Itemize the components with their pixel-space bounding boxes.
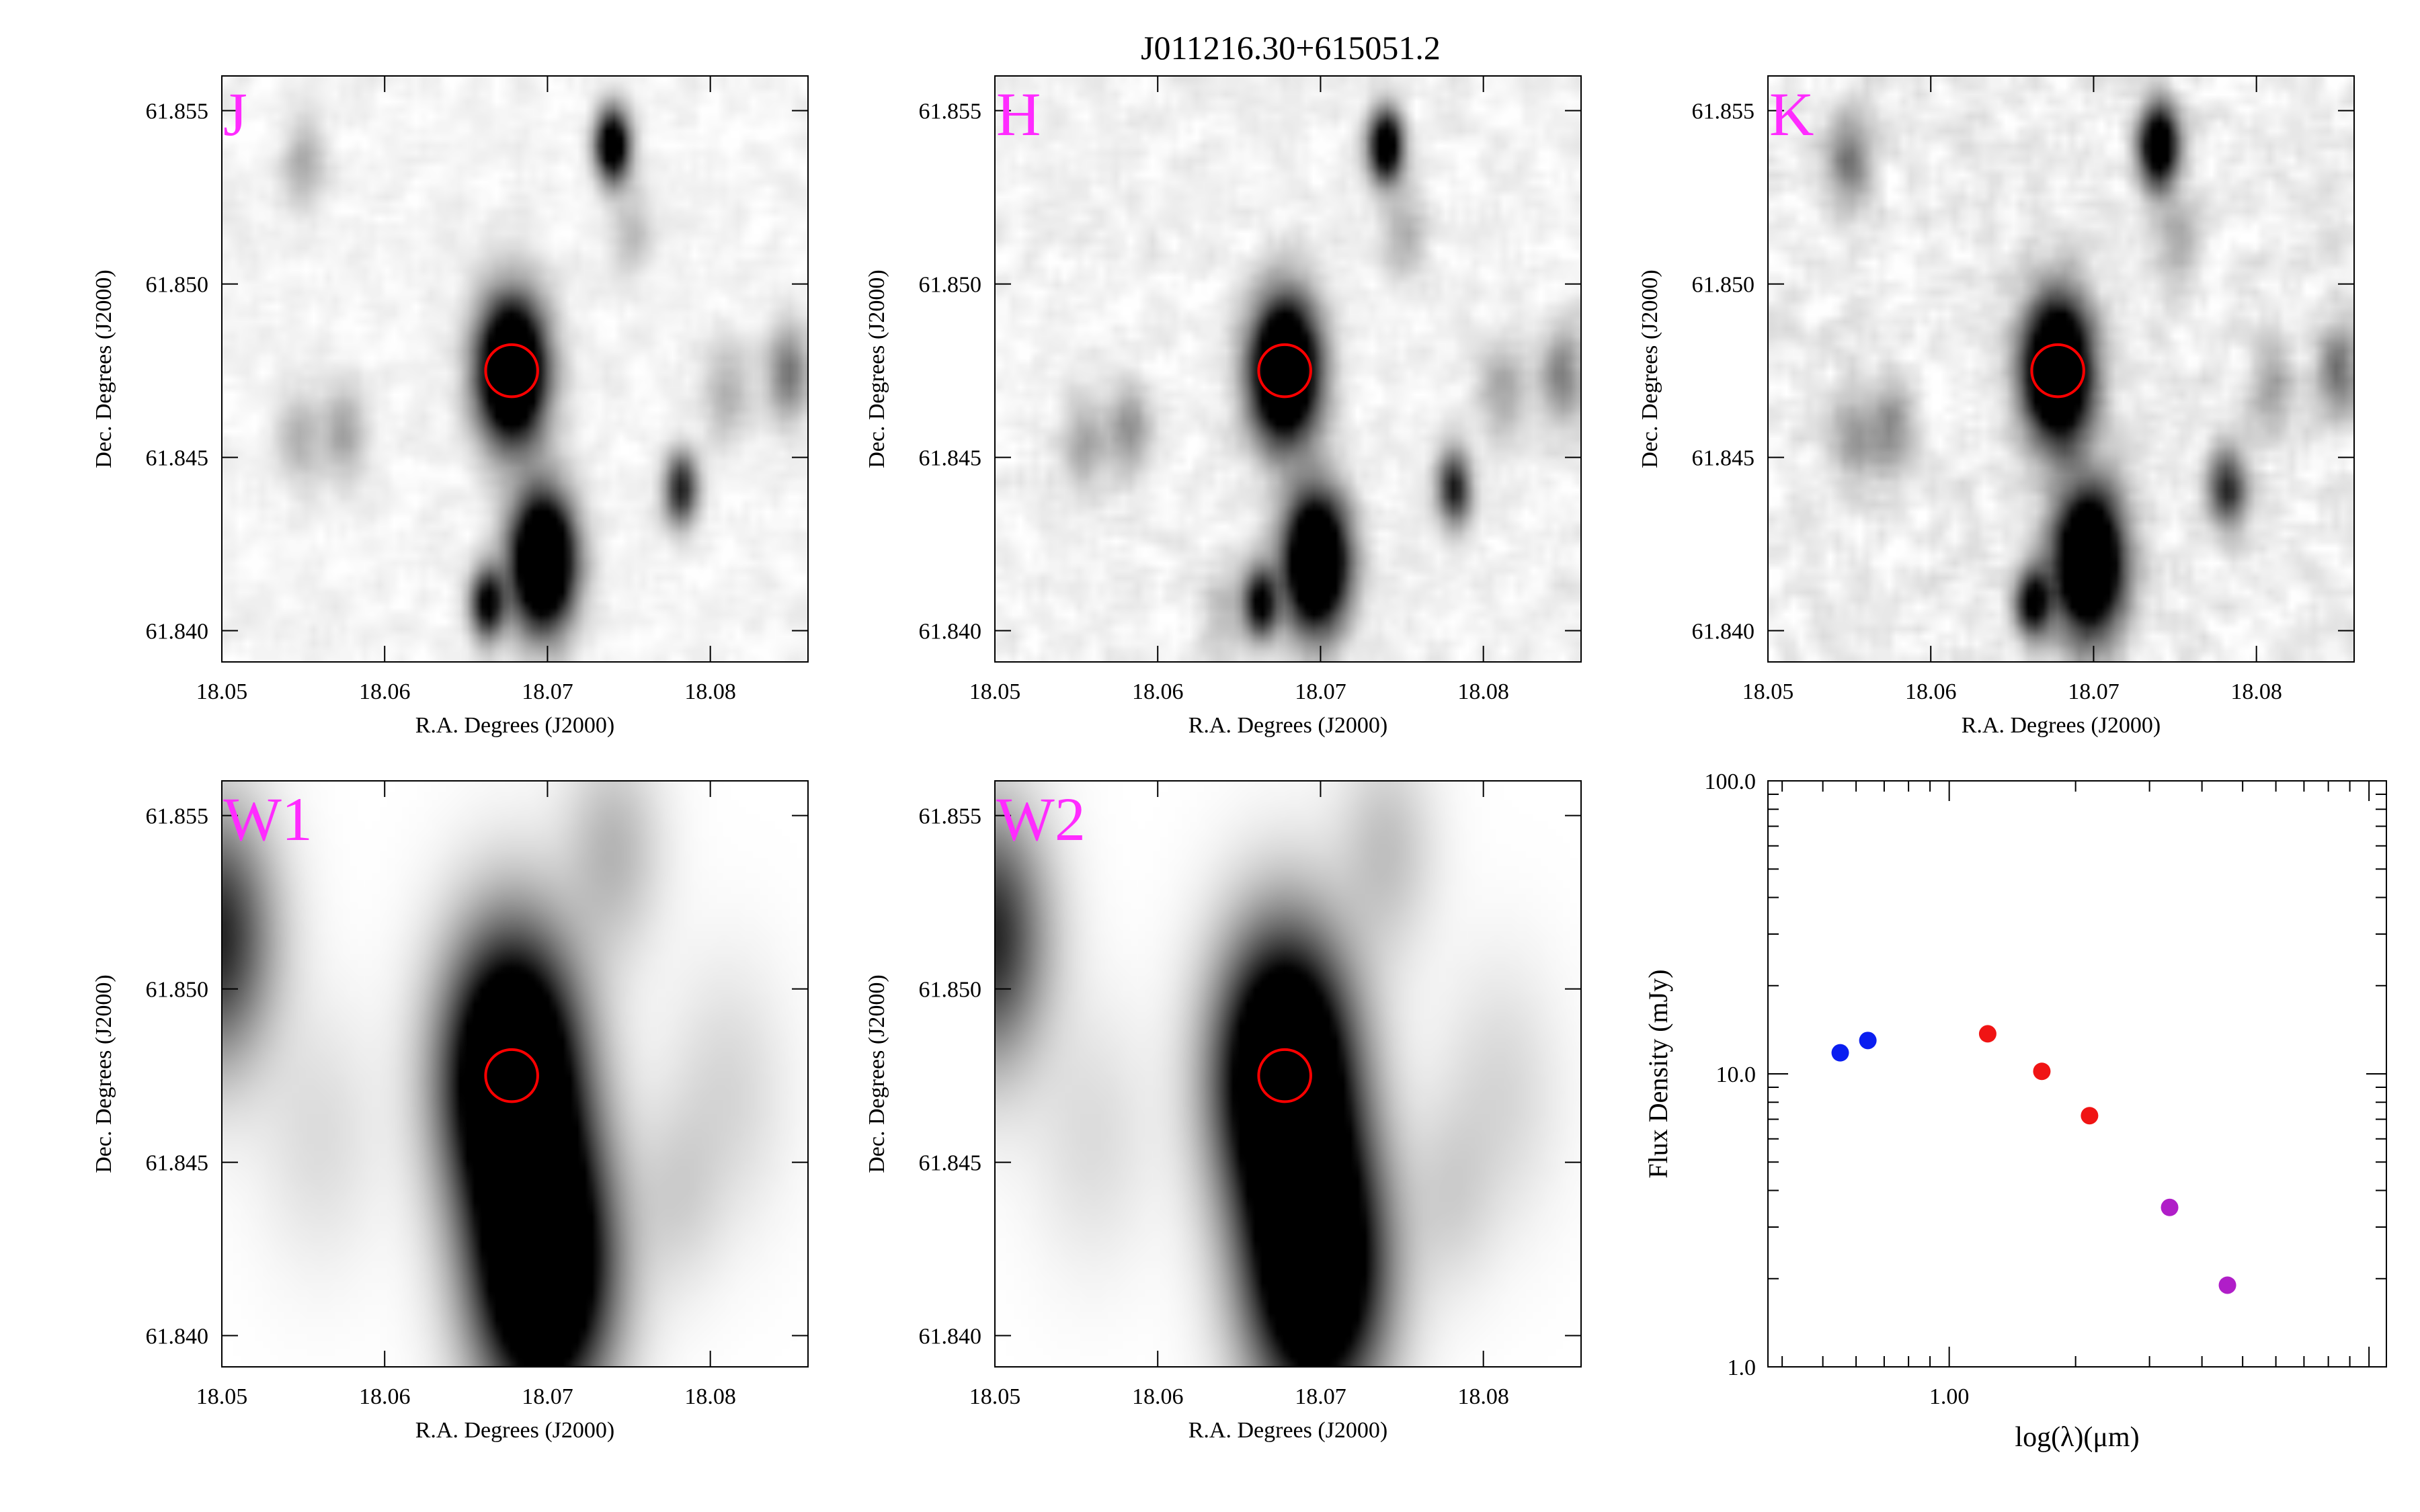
panels: 18.05 18.06 18.07 18.08 61.840 61.845 61.850 61…	[91, 75, 2387, 1453]
y-axis-label: Dec. Degrees (J2000)	[1638, 269, 1662, 468]
sed-point	[1831, 1044, 1849, 1062]
y-tick-label: 100.0	[1705, 769, 1757, 794]
y-tick-label: 61.850	[919, 978, 982, 1003]
x-tick-label: 18.06	[359, 679, 411, 704]
x-tick-label: 18.08	[684, 1384, 736, 1409]
sky-image-h	[995, 76, 1581, 662]
panel-k: 18.05 18.06 18.07 18.08 61.840 61.845 61.850 61…	[1638, 75, 2355, 738]
panel-j: 18.05 18.06 18.07 18.08 61.840 61.845 61.850 61…	[91, 75, 809, 738]
sed-point	[2161, 1198, 2179, 1216]
sed-point	[1978, 1025, 1997, 1043]
x-tick-label: 18.08	[1457, 1384, 1509, 1409]
y-axis-label: Dec. Degrees (J2000)	[91, 974, 116, 1173]
y-tick-label: 61.855	[146, 804, 209, 829]
x-tick-label: 18.07	[522, 1384, 573, 1409]
y-tick-label: 61.855	[1692, 99, 1755, 124]
y-tick-label: 61.855	[919, 99, 982, 124]
y-tick-label: 61.840	[919, 620, 982, 644]
aperture-circle	[484, 1048, 539, 1103]
band-label: H	[996, 80, 1041, 149]
x-tick-label: 18.06	[1905, 679, 1957, 704]
sed-point	[2081, 1107, 2099, 1125]
sky-image-w1	[222, 781, 808, 1367]
band-label: W2	[996, 785, 1086, 853]
y-tick-label: 61.850	[1692, 273, 1755, 298]
y-tick-label: 61.850	[919, 273, 982, 298]
sky-image-k	[1768, 76, 2354, 662]
y-tick-label: 61.845	[1692, 446, 1755, 471]
x-tick-label: 18.06	[1132, 1384, 1184, 1409]
x-tick-label: 18.05	[196, 1384, 248, 1409]
y-tick-label: 61.840	[1692, 620, 1755, 644]
aperture-circle	[1257, 1048, 1312, 1103]
aperture-circle	[484, 343, 539, 398]
y-tick-label: 1.0	[1728, 1355, 1757, 1380]
y-tick-label: 61.840	[146, 1325, 209, 1349]
y-tick-label: 61.855	[146, 99, 209, 124]
x-tick-label: 18.08	[1457, 679, 1509, 704]
y-axis-label: Flux Density (mJy)	[1643, 969, 1673, 1178]
plot-frame	[221, 780, 809, 1368]
y-tick-label: 61.855	[919, 804, 982, 829]
panel-w1: 18.05 18.06 18.07 18.08 61.840 61.845 61.850 61…	[91, 780, 809, 1443]
band-label: K	[1769, 80, 1814, 149]
y-tick-label: 61.845	[146, 446, 209, 471]
aperture-circle	[1257, 343, 1312, 398]
sed-point	[2218, 1276, 2236, 1294]
x-tick-label: 18.08	[2230, 679, 2282, 704]
sed-point	[2033, 1062, 2051, 1081]
x-tick-label: 18.05	[1742, 679, 1794, 704]
x-tick-label: 18.07	[522, 679, 573, 704]
panel-sed: 1.00 1.0 10.0 100.0 log(λ)(μm) Flux Density (…	[1643, 769, 2387, 1453]
plot-frame	[994, 75, 1582, 663]
figure-title: J011216.30+615051.2	[1141, 29, 1441, 67]
x-tick-label: 18.07	[2068, 679, 2120, 704]
x-tick-label: 1.00	[1929, 1384, 1970, 1409]
x-tick-label: 18.06	[1132, 679, 1184, 704]
x-axis-label: R.A. Degrees (J2000)	[1188, 1418, 1388, 1443]
sed-point	[1859, 1032, 1877, 1050]
band-label: J	[223, 80, 247, 149]
y-tick-label: 61.840	[919, 1325, 982, 1349]
x-tick-label: 18.07	[1295, 1384, 1346, 1409]
y-axis-label: Dec. Degrees (J2000)	[864, 269, 889, 468]
x-axis-label: R.A. Degrees (J2000)	[1962, 713, 2161, 738]
x-tick-label: 18.05	[196, 679, 248, 704]
y-tick-label: 61.850	[146, 978, 209, 1003]
panel-w2: 18.05 18.06 18.07 18.08 61.840 61.845 61.850 61…	[864, 780, 1582, 1443]
y-tick-label: 10.0	[1716, 1062, 1757, 1087]
plot-frame	[1767, 780, 2387, 1368]
x-tick-label: 18.07	[1295, 679, 1346, 704]
y-tick-label: 61.850	[146, 273, 209, 298]
y-tick-label: 61.840	[146, 620, 209, 644]
x-tick-label: 18.06	[359, 1384, 411, 1409]
band-label: W1	[223, 785, 313, 853]
y-tick-label: 61.845	[919, 446, 982, 471]
plot-frame	[221, 75, 809, 663]
y-axis-label: Dec. Degrees (J2000)	[91, 269, 116, 468]
x-tick-label: 18.08	[684, 679, 736, 704]
y-tick-label: 61.845	[146, 1151, 209, 1176]
x-axis-label: R.A. Degrees (J2000)	[415, 1418, 615, 1443]
sky-image-w2	[995, 781, 1581, 1367]
x-axis-label: log(λ)(μm)	[2015, 1422, 2139, 1453]
aperture-circle	[2030, 343, 2085, 398]
x-tick-label: 18.05	[969, 679, 1021, 704]
sky-image-j	[222, 76, 808, 662]
x-axis-label: R.A. Degrees (J2000)	[1188, 713, 1388, 738]
plot-frame	[1767, 75, 2355, 663]
x-tick-label: 18.05	[969, 1384, 1021, 1409]
y-tick-label: 61.845	[919, 1151, 982, 1176]
panel-h: 18.05 18.06 18.07 18.08 61.840 61.845 61.850 61…	[864, 75, 1582, 738]
plot-frame	[994, 780, 1582, 1368]
x-axis-label: R.A. Degrees (J2000)	[415, 713, 615, 738]
y-axis-label: Dec. Degrees (J2000)	[864, 974, 889, 1173]
